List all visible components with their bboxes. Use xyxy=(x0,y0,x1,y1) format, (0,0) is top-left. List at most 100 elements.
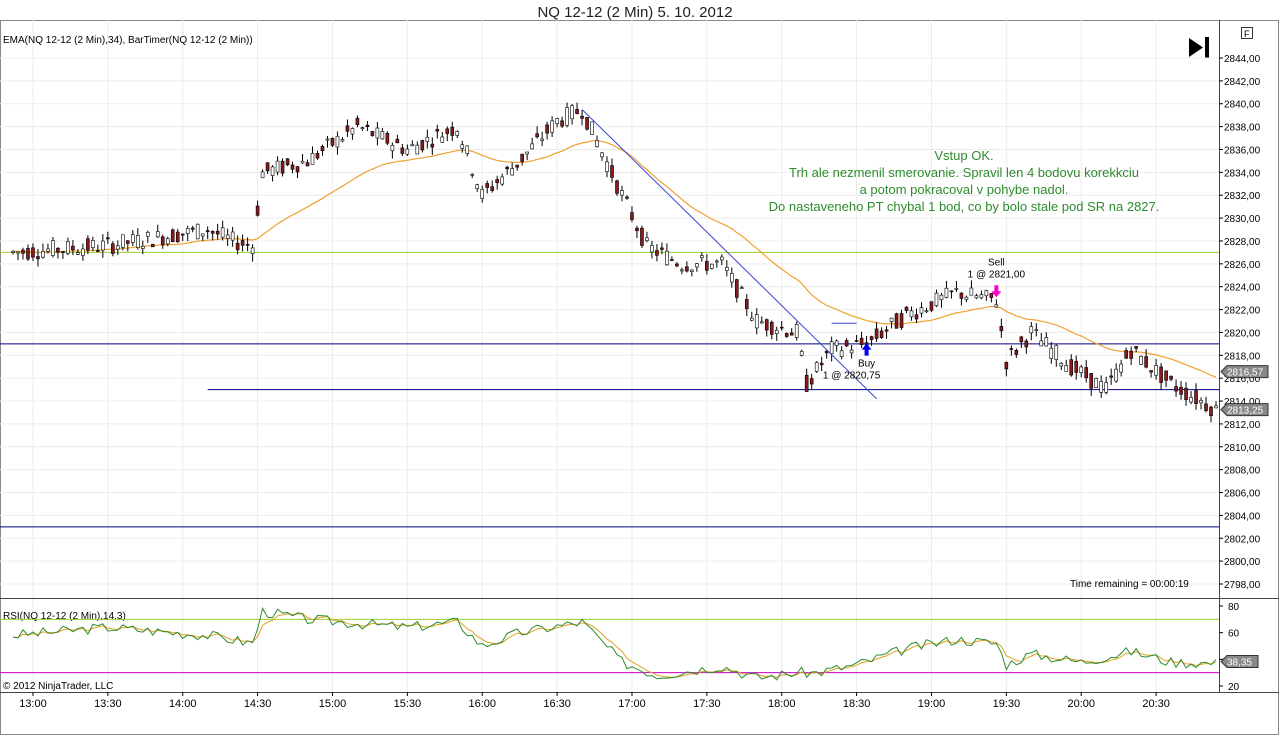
candle-body xyxy=(445,128,450,134)
candle-body xyxy=(350,128,355,135)
candle-body xyxy=(1084,367,1089,379)
candle-body xyxy=(814,362,819,372)
price-marker-label: 2816,57 xyxy=(1227,368,1264,379)
candle-body xyxy=(86,238,90,251)
candle-body xyxy=(754,314,759,329)
candle-body xyxy=(695,263,699,268)
candle-body xyxy=(759,321,764,324)
candle-body xyxy=(1174,386,1178,392)
buy-marker[interactable] xyxy=(861,343,872,356)
ytick-label: 2810,00 xyxy=(1224,443,1261,454)
candle-body xyxy=(1184,387,1188,400)
candle-body xyxy=(315,153,320,159)
candle-body xyxy=(1074,360,1079,373)
candle-body xyxy=(106,237,110,240)
candle-body xyxy=(969,287,974,296)
candle-body xyxy=(1159,366,1163,383)
candle-body xyxy=(1109,375,1113,378)
candle-body xyxy=(330,137,335,146)
ytick-label: 2832,00 xyxy=(1224,191,1261,202)
candle-body xyxy=(61,251,65,253)
sell-marker[interactable] xyxy=(991,285,1002,298)
ytick-label: 2842,00 xyxy=(1224,77,1261,88)
candle-body xyxy=(904,306,909,311)
skip-to-end-icon[interactable] xyxy=(1189,37,1209,58)
candle-body xyxy=(964,296,969,300)
candle-body xyxy=(1079,366,1084,373)
ytick-label: 2834,00 xyxy=(1224,168,1261,179)
candle-body xyxy=(1189,397,1193,403)
candle-body xyxy=(560,120,564,127)
candle-body xyxy=(170,229,175,243)
xtick-label: 13:30 xyxy=(94,698,122,710)
candle-body xyxy=(874,328,879,339)
ytick-label: 2816,00 xyxy=(1224,374,1261,385)
candle-body xyxy=(240,240,245,246)
xtick-label: 19:30 xyxy=(993,698,1021,710)
candle-body xyxy=(1129,350,1133,359)
candle-body xyxy=(335,135,340,148)
xtick-label: 16:00 xyxy=(468,698,496,710)
candle-body xyxy=(650,245,654,253)
annotation-line: Trh ale nezmenil smerovanie. Spravil len… xyxy=(789,165,1139,180)
candle-body xyxy=(655,250,659,256)
candle-body xyxy=(730,273,734,283)
candle-body xyxy=(140,245,145,249)
candle-body xyxy=(415,144,420,155)
candle-body xyxy=(744,299,749,310)
candle-body xyxy=(839,350,844,357)
trend-line[interactable] xyxy=(581,109,877,400)
candle-body xyxy=(455,130,460,136)
candle-body xyxy=(215,230,220,235)
candle-body xyxy=(854,340,859,342)
candle-body xyxy=(734,279,739,298)
candle-body xyxy=(1054,345,1059,360)
candle-body xyxy=(630,212,634,220)
candle-body xyxy=(1004,362,1009,370)
candle-body xyxy=(1204,403,1208,411)
candle-body xyxy=(789,332,794,336)
candle-body xyxy=(1034,329,1039,331)
candle-body xyxy=(779,326,784,329)
candle-body xyxy=(265,162,270,172)
buy-label: Buy xyxy=(858,359,875,370)
candle-body xyxy=(829,341,834,354)
candle-body xyxy=(310,153,315,165)
candle-body xyxy=(475,184,480,189)
ytick-label: 2804,00 xyxy=(1224,511,1261,522)
candle-body xyxy=(590,121,594,135)
candle-body xyxy=(794,323,799,338)
candle-body xyxy=(145,232,150,237)
ytick-label: 2814,00 xyxy=(1224,397,1261,408)
candle-body xyxy=(1144,356,1148,368)
candle-body xyxy=(919,307,924,314)
ytick-label: 2824,00 xyxy=(1224,283,1261,294)
candle-body xyxy=(160,236,165,246)
candle-body xyxy=(230,231,235,241)
candle-body xyxy=(395,138,400,144)
ytick-label: 2840,00 xyxy=(1224,100,1261,111)
candle-body xyxy=(355,117,360,125)
candle-body xyxy=(670,259,674,261)
ytick-label: 2844,00 xyxy=(1224,54,1261,65)
candle-body xyxy=(859,337,864,345)
candle-body xyxy=(1154,365,1158,376)
f-button[interactable] xyxy=(1241,27,1253,39)
sell-arrow-icon xyxy=(991,285,1002,298)
ytick-label: 2812,00 xyxy=(1224,420,1261,431)
candle-body xyxy=(1119,363,1123,373)
candle-body xyxy=(280,160,285,174)
candle-body xyxy=(889,317,894,323)
candle-body xyxy=(525,151,529,155)
candle-body xyxy=(994,304,999,308)
copyright-text: © 2012 NinjaTrader, LLC xyxy=(3,681,113,692)
candle-body xyxy=(515,164,519,168)
time-remaining-text: Time remaining = 00:00:19 xyxy=(1070,579,1189,590)
ytick-label: 2820,00 xyxy=(1224,328,1261,339)
candle-body xyxy=(580,115,584,119)
chart-frame xyxy=(0,20,1279,735)
candle-body xyxy=(645,237,649,241)
candle-body xyxy=(1094,378,1098,389)
